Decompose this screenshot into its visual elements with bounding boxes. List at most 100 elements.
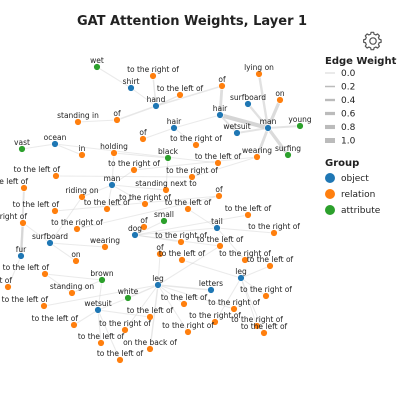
node-marker[interactable] xyxy=(51,140,59,148)
graph-node-relation[interactable]: to the left of xyxy=(127,306,174,321)
graph-node-relation[interactable]: to the right of xyxy=(99,319,151,334)
node-marker[interactable] xyxy=(108,181,116,189)
node-marker[interactable] xyxy=(213,224,221,232)
node-marker[interactable] xyxy=(211,318,219,326)
node-marker[interactable] xyxy=(41,270,49,278)
node-marker[interactable] xyxy=(184,328,192,336)
node-marker[interactable] xyxy=(103,205,111,213)
graph-node-relation[interactable]: to the right of xyxy=(51,218,103,233)
node-marker[interactable] xyxy=(127,84,135,92)
node-marker[interactable] xyxy=(241,256,249,264)
graph-node-relation[interactable]: to the right of xyxy=(240,285,292,300)
graph-node-attribute[interactable]: young xyxy=(288,115,312,130)
graph-node-relation[interactable]: to the right of xyxy=(162,321,214,336)
node-marker[interactable] xyxy=(140,223,148,231)
node-marker[interactable] xyxy=(121,326,129,334)
node-marker[interactable] xyxy=(146,345,154,353)
graph-node-object[interactable]: man xyxy=(260,117,277,132)
group-swatch-object[interactable] xyxy=(325,173,335,183)
graph-node-relation[interactable]: to the right of xyxy=(127,65,179,80)
node-marker[interactable] xyxy=(68,289,76,297)
node-marker[interactable] xyxy=(184,205,192,213)
node-marker[interactable] xyxy=(237,274,245,282)
graph-node-relation[interactable]: wearing xyxy=(242,146,272,161)
node-marker[interactable] xyxy=(4,283,12,291)
node-marker[interactable] xyxy=(284,151,292,159)
graph-node-attribute[interactable]: wet xyxy=(90,56,104,71)
node-marker[interactable] xyxy=(78,151,86,159)
graph-node-relation[interactable]: e right of xyxy=(0,276,12,291)
graph-node-relation[interactable]: holding xyxy=(100,142,128,157)
graph-node-object[interactable]: leg xyxy=(235,267,247,282)
graph-node-attribute[interactable]: black xyxy=(158,147,179,162)
node-marker[interactable] xyxy=(52,172,60,180)
node-marker[interactable] xyxy=(207,286,215,294)
graph-node-object[interactable]: leg xyxy=(152,274,164,289)
node-marker[interactable] xyxy=(216,111,224,119)
gear-icon[interactable] xyxy=(362,30,384,52)
graph-node-attribute[interactable]: small xyxy=(154,210,174,225)
graph-node-relation[interactable]: of xyxy=(139,128,147,143)
graph-node-relation[interactable]: to the right of xyxy=(166,166,218,181)
graph-node-attribute[interactable]: white xyxy=(118,287,139,302)
graph-node-relation[interactable]: lying on xyxy=(244,63,274,78)
node-marker[interactable] xyxy=(149,72,157,80)
graph-node-object[interactable]: hand xyxy=(147,95,166,110)
graph-node-relation[interactable]: to the left of xyxy=(241,322,288,337)
graph-node-object[interactable]: letters xyxy=(199,279,223,294)
node-marker[interactable] xyxy=(260,329,268,337)
node-marker[interactable] xyxy=(94,306,102,314)
graph-node-relation[interactable]: on xyxy=(71,250,81,265)
graph-node-relation[interactable]: to the left of xyxy=(159,249,206,264)
node-marker[interactable] xyxy=(51,207,59,215)
graph-node-relation[interactable]: wearing xyxy=(90,236,120,251)
node-marker[interactable] xyxy=(131,231,139,239)
graph-node-object[interactable]: surfboard xyxy=(32,232,68,247)
graph-node-relation[interactable]: riding on xyxy=(65,186,99,201)
graph-node-relation[interactable]: to the left of xyxy=(0,177,28,192)
graph-node-relation[interactable]: the right of xyxy=(0,212,27,227)
node-marker[interactable] xyxy=(98,276,106,284)
graph-node-relation[interactable]: to the left of xyxy=(195,152,242,167)
graph-node-relation[interactable]: to the left of xyxy=(2,295,49,310)
graph-node-attribute[interactable]: surfing xyxy=(275,144,301,159)
graph-node-object[interactable]: wetsuit xyxy=(223,122,251,137)
graph-node-relation[interactable]: standing next to xyxy=(135,179,197,194)
node-marker[interactable] xyxy=(78,193,86,201)
graph-node-object[interactable]: tail xyxy=(211,217,223,232)
node-marker[interactable] xyxy=(253,153,261,161)
node-marker[interactable] xyxy=(46,239,54,247)
node-marker[interactable] xyxy=(101,243,109,251)
graph-node-relation[interactable]: to the left of xyxy=(157,84,204,99)
node-marker[interactable] xyxy=(176,91,184,99)
node-marker[interactable] xyxy=(139,135,147,143)
graph-node-object[interactable]: surfboard xyxy=(230,93,266,108)
node-marker[interactable] xyxy=(17,252,25,260)
graph-node-relation[interactable]: to the left of xyxy=(197,235,244,250)
graph-node-relation[interactable]: to the right of xyxy=(119,193,171,208)
node-marker[interactable] xyxy=(214,159,222,167)
graph-node-object[interactable]: hair xyxy=(167,117,182,132)
graph-node-relation[interactable]: of xyxy=(113,109,121,124)
node-marker[interactable] xyxy=(40,302,48,310)
graph-node-object[interactable]: fur xyxy=(16,245,27,260)
node-marker[interactable] xyxy=(97,339,105,347)
node-marker[interactable] xyxy=(113,116,121,124)
node-marker[interactable] xyxy=(270,229,278,237)
graph-node-relation[interactable]: to the right of xyxy=(170,134,222,149)
node-marker[interactable] xyxy=(70,321,78,329)
graph-node-relation[interactable]: on the back of xyxy=(123,338,177,353)
graph-node-relation[interactable]: to the left of xyxy=(3,263,50,278)
graph-node-relation[interactable]: standing on xyxy=(50,282,95,297)
group-swatch-attribute[interactable] xyxy=(325,205,335,215)
node-marker[interactable] xyxy=(74,118,82,126)
graph-node-relation[interactable]: to the left of xyxy=(97,349,144,364)
graph-node-object[interactable]: hair xyxy=(213,104,228,119)
graph-node-relation[interactable]: in xyxy=(78,144,86,159)
node-marker[interactable] xyxy=(296,122,304,130)
graph-node-relation[interactable]: of xyxy=(140,216,148,231)
node-marker[interactable] xyxy=(178,256,186,264)
node-marker[interactable] xyxy=(266,262,274,270)
node-marker[interactable] xyxy=(244,211,252,219)
node-marker[interactable] xyxy=(146,313,154,321)
